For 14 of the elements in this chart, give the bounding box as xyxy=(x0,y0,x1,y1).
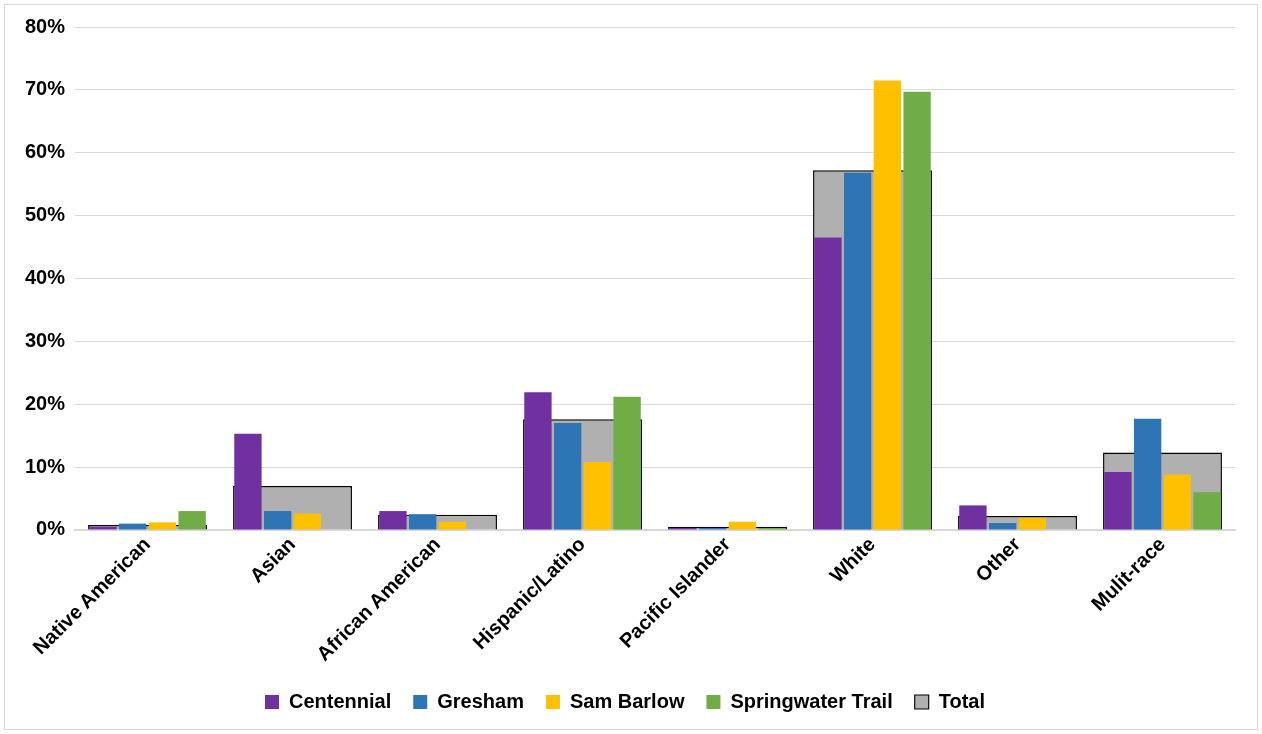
y-tick-label: 80% xyxy=(25,14,66,37)
legend-label: Gresham xyxy=(437,689,524,712)
y-tick-label: 0% xyxy=(36,517,66,540)
y-tick-label: 50% xyxy=(25,203,66,226)
y-tick-label: 60% xyxy=(25,140,66,163)
legend-label: Sam Barlow xyxy=(569,689,685,712)
legend-label: Springwater Trail xyxy=(730,689,893,712)
y-tick-label: 70% xyxy=(25,77,66,100)
y-tick-label: 10% xyxy=(25,454,66,477)
y-tick-label: 20% xyxy=(25,391,66,414)
legend-label: Total xyxy=(938,689,985,712)
y-tick-label: 40% xyxy=(25,265,66,288)
y-tick-label: 30% xyxy=(25,328,66,351)
legend-label: Centennial xyxy=(289,689,392,712)
